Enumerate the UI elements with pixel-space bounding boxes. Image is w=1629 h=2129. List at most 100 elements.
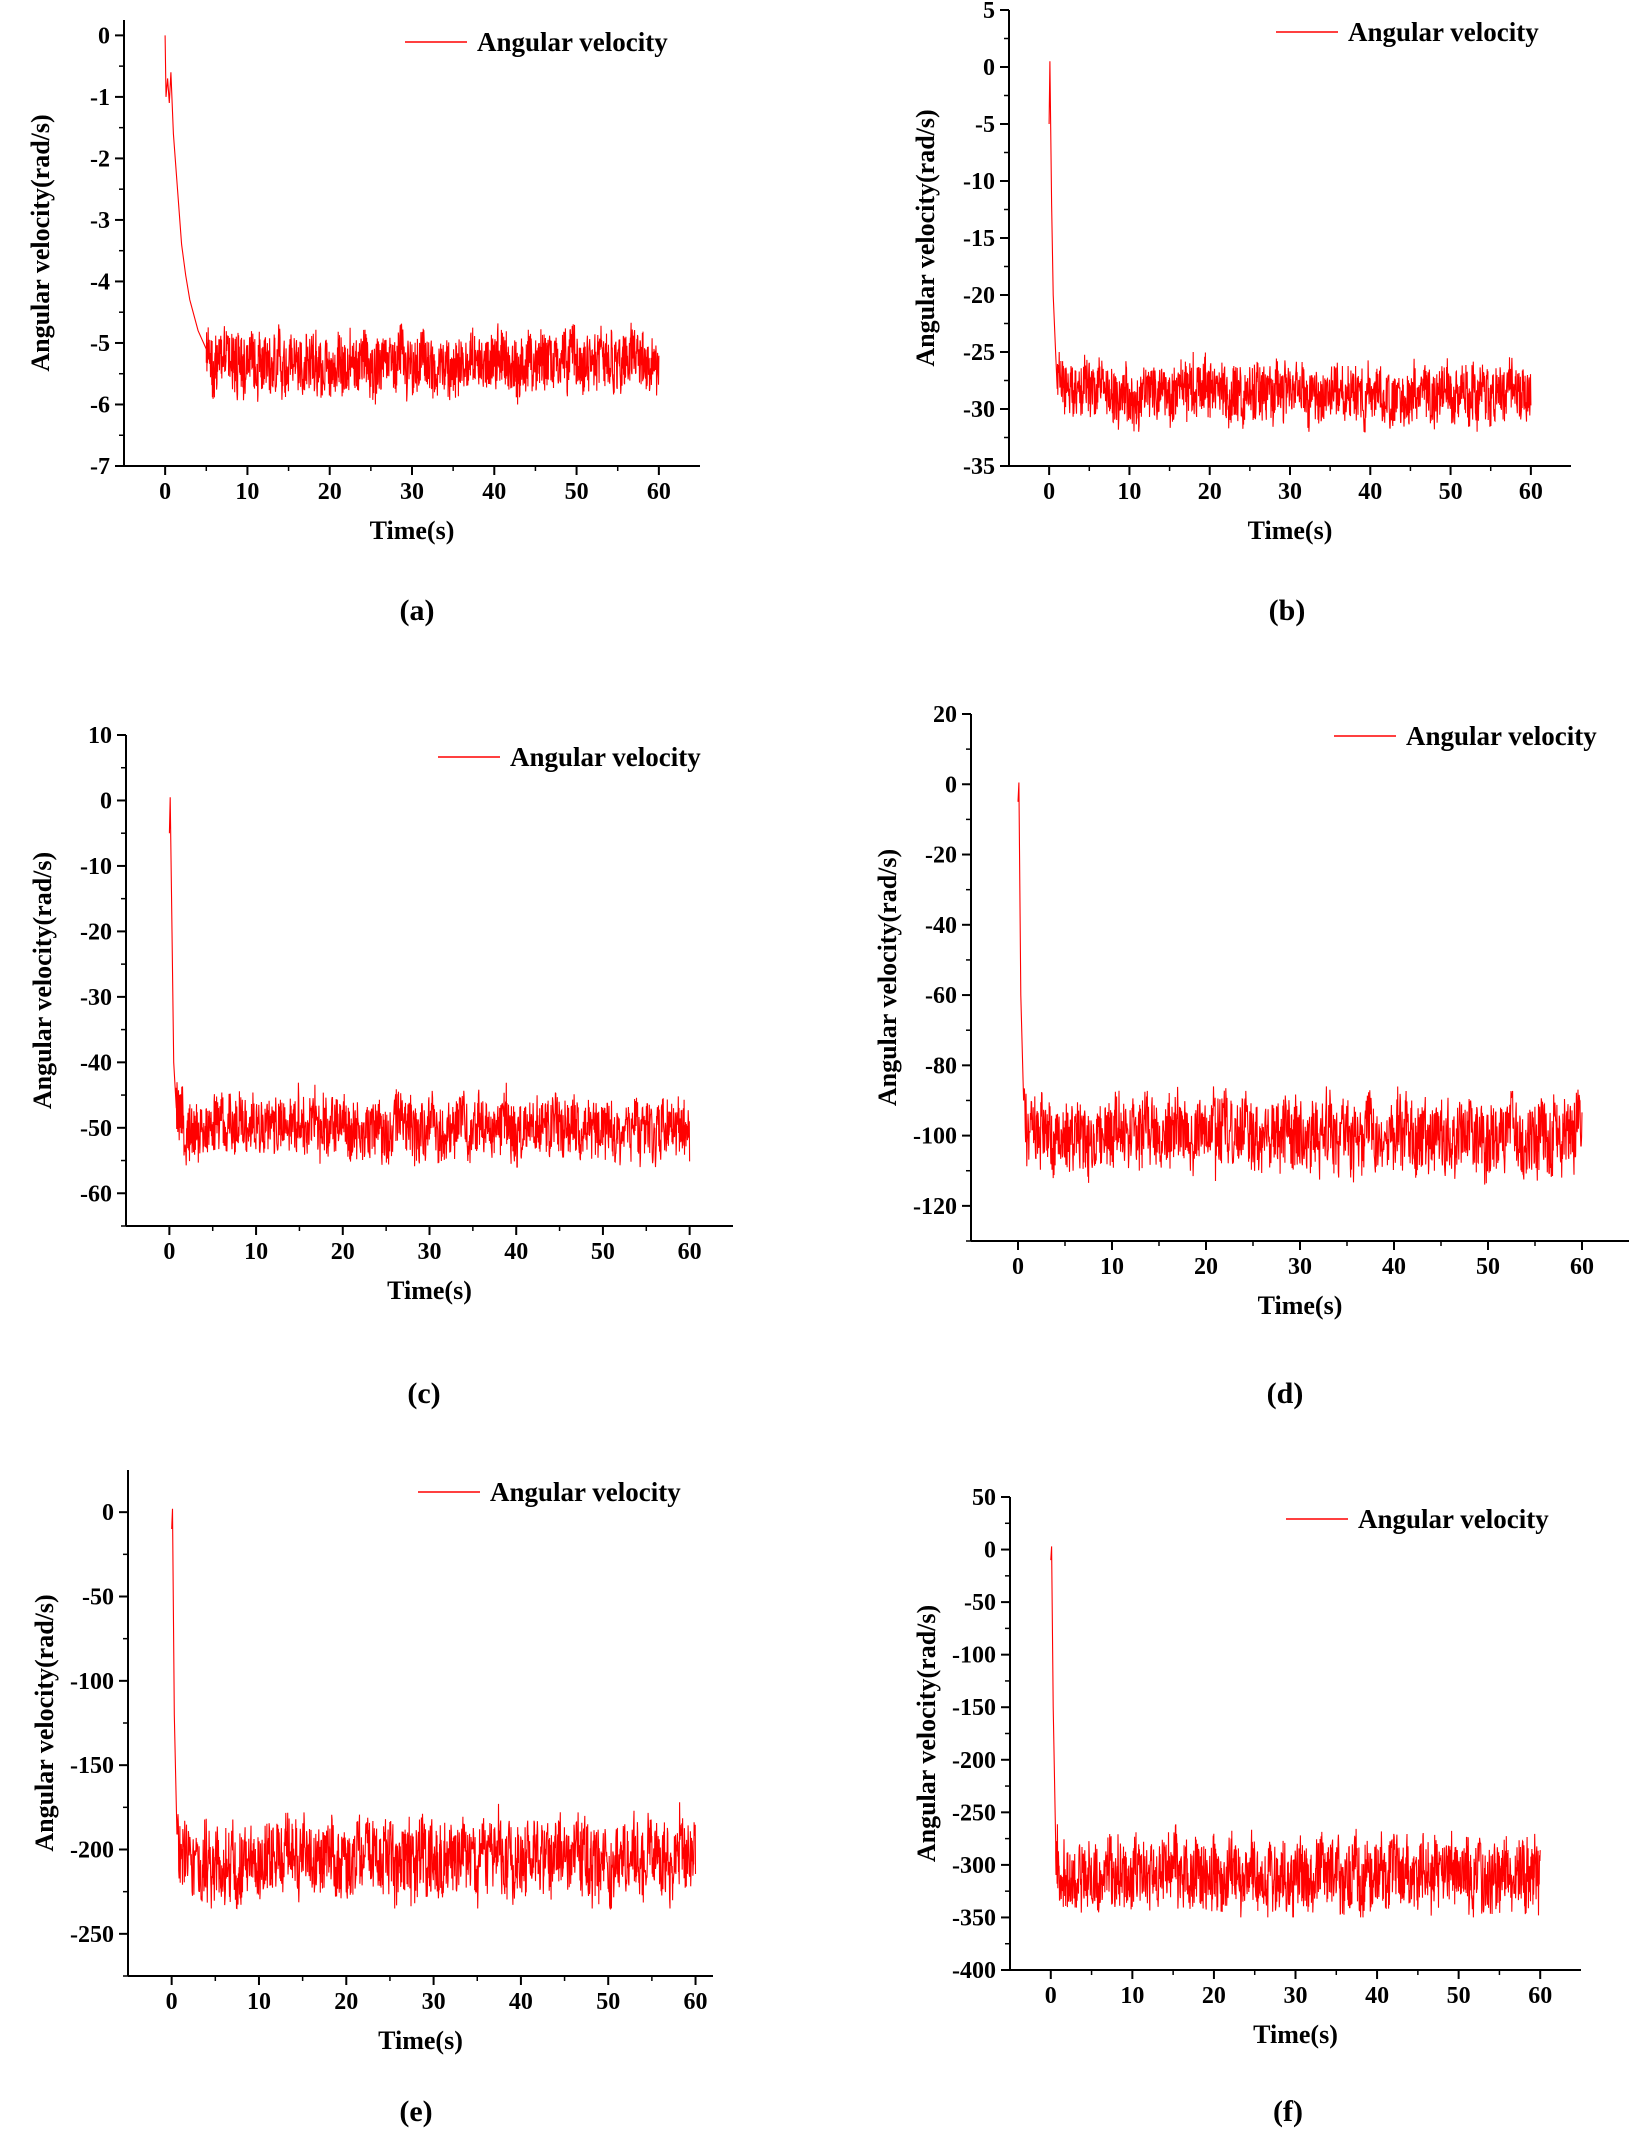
x-tick-label-c: 40 <box>504 1239 528 1265</box>
panel-caption-a: (a) <box>400 594 435 627</box>
y-tick-label-f: -350 <box>952 1905 996 1931</box>
y-tick-label-f: -200 <box>952 1748 996 1774</box>
legend-label-d: Angular velocity <box>1406 721 1597 751</box>
panel-caption-f: (f) <box>1273 2095 1303 2128</box>
x-tick-label-e: 50 <box>596 1989 620 2015</box>
y-tick-label-c: 10 <box>88 723 112 749</box>
x-tick-label-d: 20 <box>1194 1254 1218 1280</box>
series-line-b <box>1048 61 1532 433</box>
x-tick-label-d: 30 <box>1288 1254 1312 1280</box>
y-axis-title-c: Angular velocity(rad/s) <box>28 852 57 1109</box>
y-tick-label-f: -300 <box>952 1853 996 1879</box>
legend-label-f: Angular velocity <box>1358 1504 1549 1534</box>
x-tick-label-c: 10 <box>244 1239 268 1265</box>
y-axis-title-b: Angular velocity(rad/s) <box>911 109 940 366</box>
y-tick-label-a: -6 <box>90 392 110 418</box>
series-line-a <box>164 35 660 405</box>
legend-label-b: Angular velocity <box>1348 17 1539 47</box>
x-tick-label-c: 60 <box>678 1239 702 1265</box>
x-tick-label-b: 10 <box>1117 479 1141 505</box>
x-axis-title-d: Time(s) <box>1258 1291 1343 1320</box>
y-tick-label-d: -120 <box>913 1194 957 1220</box>
x-tick-label-d: 50 <box>1476 1254 1500 1280</box>
y-tick-label-a: -1 <box>90 85 110 111</box>
y-tick-label-a: -7 <box>90 454 110 480</box>
y-tick-label-c: -10 <box>80 854 112 880</box>
chart-panel-f: 50 0 -50 -100 -150 -200 -250 -300 -350 -400 0 10 20 3… <box>912 1485 1581 2128</box>
chart-panel-b: 50-5-10-15-20-25-30-350 10 20 30 40 50 60Time(… <box>911 0 1571 627</box>
x-tick-label-c: 0 <box>163 1239 175 1265</box>
x-tick-label-b: 30 <box>1278 479 1302 505</box>
y-tick-label-b: -10 <box>963 169 995 195</box>
x-tick-label-f: 20 <box>1202 1983 1226 2009</box>
y-tick-label-f: -400 <box>952 1958 996 1984</box>
y-axis-title-f: Angular velocity(rad/s) <box>912 1605 941 1862</box>
x-tick-label-b: 60 <box>1519 479 1543 505</box>
y-tick-label-e: 0 <box>102 1500 114 1526</box>
x-tick-label-e: 10 <box>247 1989 271 2015</box>
y-tick-label-a: -5 <box>90 331 110 357</box>
x-tick-label-f: 0 <box>1045 1983 1057 2009</box>
x-tick-label-a: 60 <box>647 479 671 505</box>
x-tick-label-d: 10 <box>1100 1254 1124 1280</box>
y-tick-label-a: -3 <box>90 208 110 234</box>
y-tick-label-e: -150 <box>70 1753 114 1779</box>
panel-caption-d: (d) <box>1267 1377 1304 1410</box>
y-tick-label-e: -100 <box>70 1669 114 1695</box>
y-tick-label-f: -250 <box>952 1800 996 1826</box>
x-tick-label-b: 40 <box>1358 479 1382 505</box>
x-tick-label-a: 10 <box>235 479 259 505</box>
x-tick-label-c: 20 <box>331 1239 355 1265</box>
y-tick-label-c: -50 <box>80 1116 112 1142</box>
x-tick-label-a: 50 <box>565 479 589 505</box>
y-tick-label-b: -20 <box>963 283 995 309</box>
x-tick-label-b: 50 <box>1439 479 1463 505</box>
x-tick-label-a: 20 <box>318 479 342 505</box>
x-axis-title-c: Time(s) <box>387 1276 472 1305</box>
y-tick-label-f: -50 <box>964 1590 996 1616</box>
panel-caption-e: (e) <box>399 2095 432 2128</box>
panel-caption-c: (c) <box>407 1377 440 1410</box>
x-tick-label-a: 40 <box>482 479 506 505</box>
x-tick-label-d: 60 <box>1570 1254 1594 1280</box>
y-tick-label-c: 0 <box>100 788 112 814</box>
y-tick-label-d: -60 <box>925 983 957 1009</box>
x-tick-label-c: 50 <box>591 1239 615 1265</box>
y-tick-label-b: -35 <box>963 454 995 480</box>
x-tick-label-b: 20 <box>1198 479 1222 505</box>
y-tick-label-c: -20 <box>80 919 112 945</box>
y-tick-label-d: 0 <box>945 772 957 798</box>
x-tick-label-e: 30 <box>422 1989 446 2015</box>
legend-label-e: Angular velocity <box>490 1477 681 1507</box>
x-tick-label-e: 60 <box>684 1989 708 2015</box>
y-tick-label-f: 50 <box>972 1485 996 1511</box>
x-axis-title-a: Time(s) <box>370 516 455 545</box>
chart-panel-a: 0 -1 -2 -3 -4 -5 -6 -7 0 10 20 30 40 50 60 Time(s) Angul… <box>26 20 700 627</box>
x-axis-title-e: Time(s) <box>378 2026 463 2055</box>
y-tick-label-b: 5 <box>983 0 995 24</box>
y-axis-title-a: Angular velocity(rad/s) <box>26 114 55 371</box>
y-axis-title-d: Angular velocity(rad/s) <box>873 849 902 1106</box>
y-tick-label-d: -40 <box>925 913 957 939</box>
y-tick-label-a: 0 <box>98 23 110 49</box>
x-tick-label-d: 0 <box>1012 1254 1024 1280</box>
x-tick-label-b: 0 <box>1043 479 1055 505</box>
x-tick-label-f: 30 <box>1284 1983 1308 2009</box>
y-tick-label-b: -30 <box>963 397 995 423</box>
x-tick-label-a: 30 <box>400 479 424 505</box>
y-tick-label-a: -4 <box>90 269 110 295</box>
chart-panel-c: 10 0 -10 -20 -30 -40 -50 -60 0 10 20 30 40 50 60 Time(s… <box>28 723 733 1410</box>
x-axis-title-f: Time(s) <box>1253 2020 1338 2049</box>
y-tick-label-d: -20 <box>925 843 957 869</box>
legend-label-a: Angular velocity <box>477 27 668 57</box>
y-tick-label-f: -100 <box>952 1643 996 1669</box>
x-tick-label-e: 20 <box>334 1989 358 2015</box>
y-tick-label-d: 20 <box>933 702 957 728</box>
y-tick-label-c: -30 <box>80 985 112 1011</box>
x-axis-title-b: Time(s) <box>1248 516 1333 545</box>
y-tick-label-b: -25 <box>963 340 995 366</box>
chart-panel-e: 0 -50 -100 -150 -200 -250 0 10 20 30 40 50 60 Time(s)… <box>30 1470 713 2128</box>
chart-panel-d: 20 0 -20 -40 -60 -80 -100 -120 0 10 20 30 40 50 60 Time… <box>873 702 1629 1410</box>
y-tick-label-a: -2 <box>90 146 110 172</box>
y-tick-label-c: -60 <box>80 1181 112 1207</box>
